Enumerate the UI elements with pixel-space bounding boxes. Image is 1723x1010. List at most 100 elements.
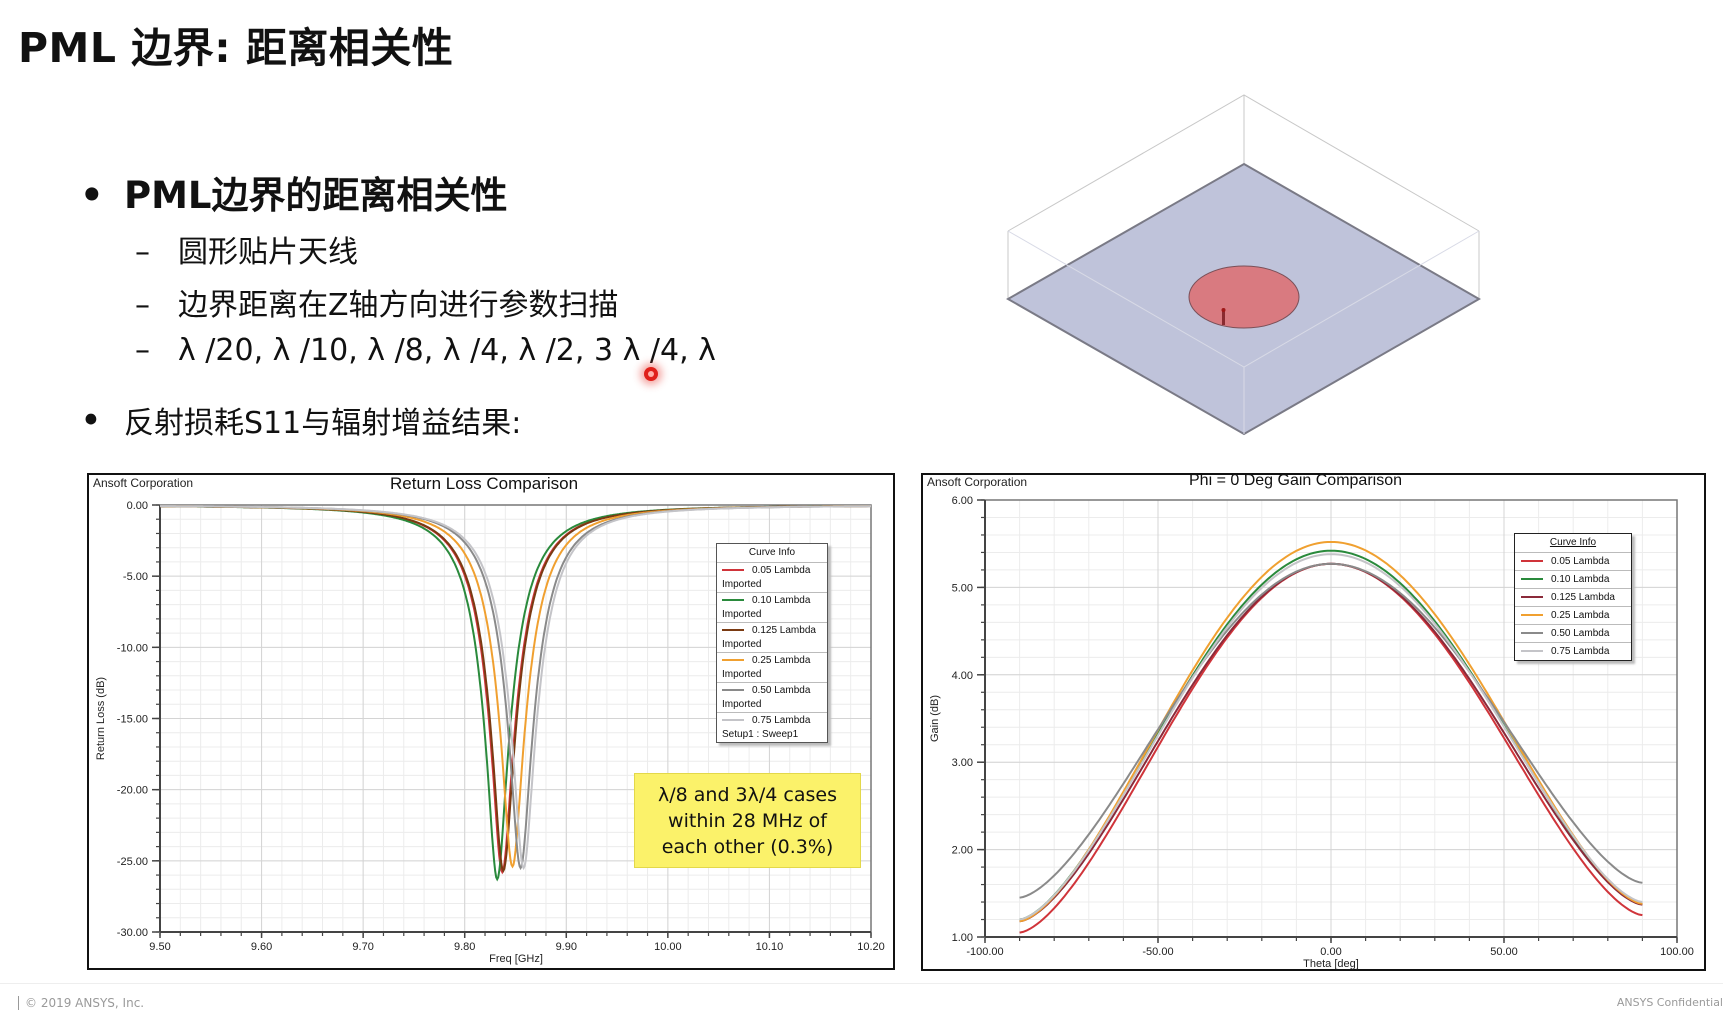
- legend-sublabel: Setup1 : Sweep1: [722, 729, 799, 740]
- legend-label: 0.25 Lambda: [752, 655, 811, 666]
- chart-title: Return Loss Comparison: [390, 474, 579, 493]
- svg-text:6.00: 6.00: [952, 495, 973, 507]
- svg-text:4.00: 4.00: [952, 670, 973, 682]
- legend-label: 0.75 Lambda: [752, 715, 811, 726]
- legend-label: 0.75 Lambda: [1551, 646, 1610, 657]
- svg-text:-10.00: -10.00: [117, 642, 148, 654]
- legend-swatch: [1521, 596, 1543, 599]
- legend-item: 0.125 Lambda: [1515, 588, 1631, 606]
- legend-swatch: [1521, 632, 1543, 635]
- legend-label: 0.05 Lambda: [1551, 556, 1610, 567]
- bullet-results: • 反射损耗S11与辐射增益结果:: [80, 398, 521, 442]
- svg-text:9.80: 9.80: [454, 941, 475, 953]
- legend-sublabel: Imported: [722, 699, 762, 710]
- svg-text:Theta [deg]: Theta [deg]: [1303, 958, 1359, 970]
- footer-copyright: © 2019 ANSYS, Inc.: [18, 996, 144, 1010]
- legend-label: 0.125 Lambda: [1551, 592, 1615, 603]
- legend-label: 0.10 Lambda: [1551, 574, 1610, 585]
- svg-text:9.50: 9.50: [149, 941, 170, 953]
- sub-bullet-text: λ /20, λ /10, λ /8, λ /4, λ /2, 3 λ /4, …: [178, 333, 716, 368]
- svg-text:0.00: 0.00: [127, 500, 148, 512]
- sub-bullet-text: 圆形贴片天线: [178, 235, 358, 270]
- legend-label: 0.50 Lambda: [752, 685, 811, 696]
- legend-title: Curve Info: [748, 547, 796, 558]
- legend-label: 0.125 Lambda: [752, 625, 816, 636]
- bullet-text: PML边界的距离相关性: [124, 174, 508, 217]
- svg-text:10.10: 10.10: [756, 941, 784, 953]
- gain-legend: Curve Info 0.05 Lambda 0.10 Lambda 0.125 L…: [1514, 533, 1632, 661]
- svg-text:-50.00: -50.00: [1142, 946, 1173, 958]
- legend-sublabel: Imported: [722, 669, 762, 680]
- svg-text:Freq [GHz]: Freq [GHz]: [489, 953, 543, 965]
- legend-item: 0.05 Lambda: [1515, 552, 1631, 570]
- legend-swatch: [1521, 614, 1543, 617]
- legend-swatch: [722, 659, 744, 662]
- vendor-label: Ansoft Corporation: [93, 476, 194, 490]
- annotation-line: λ/8 and 3λ/4 cases: [658, 784, 837, 806]
- svg-text:-25.00: -25.00: [117, 856, 148, 868]
- patch-antenna-3d-model: [1005, 94, 1482, 436]
- legend-label: 0.50 Lambda: [1551, 628, 1610, 639]
- legend-swatch: [722, 629, 744, 632]
- legend-swatch: [722, 719, 744, 722]
- svg-text:0.00: 0.00: [1320, 946, 1341, 958]
- annotation-callout: λ/8 and 3λ/4 cases within 28 MHz of each…: [634, 773, 861, 868]
- svg-text:1.00: 1.00: [952, 932, 973, 944]
- sub-bullet-patch: – 圆形贴片天线: [135, 227, 358, 271]
- legend-item: 0.75 Lambda Setup1 : Sweep1: [717, 712, 827, 742]
- svg-text:10.00: 10.00: [654, 941, 682, 953]
- slide-title: PML 边界: 距离相关性: [18, 24, 454, 72]
- legend-swatch: [722, 689, 744, 692]
- legend-sublabel: Imported: [722, 609, 762, 620]
- legend-item: 0.10 Lambda: [1515, 570, 1631, 588]
- dash-glyph: –: [135, 333, 150, 368]
- svg-text:Return Loss (dB): Return Loss (dB): [95, 677, 107, 760]
- legend-swatch: [722, 569, 744, 572]
- legend-item: 0.10 Lambda Imported: [717, 592, 827, 622]
- svg-text:9.70: 9.70: [352, 941, 373, 953]
- svg-text:50.00: 50.00: [1490, 946, 1518, 958]
- annotation-line: within 28 MHz of: [668, 810, 827, 832]
- bullet-glyph: •: [80, 399, 102, 442]
- bullet-text: 反射损耗S11与辐射增益结果:: [124, 406, 522, 441]
- legend-item: 0.125 Lambda Imported: [717, 622, 827, 652]
- sub-bullet-text: 边界距离在Z轴方向进行参数扫描: [178, 288, 619, 323]
- legend-swatch: [722, 599, 744, 602]
- return-loss-legend: Curve Info 0.05 Lambda Imported 0.10 Lambd…: [716, 543, 828, 743]
- svg-text:9.90: 9.90: [556, 941, 577, 953]
- circular-patch: [1188, 265, 1300, 329]
- chart-title: Phi = 0 Deg Gain Comparison: [1189, 472, 1402, 489]
- legend-swatch: [1521, 578, 1543, 581]
- svg-text:Gain (dB): Gain (dB): [929, 695, 941, 742]
- footer-divider: [0, 983, 1723, 984]
- svg-text:-5.00: -5.00: [123, 571, 148, 583]
- legend-sublabel: Imported: [722, 639, 762, 650]
- legend-swatch: [1521, 650, 1543, 653]
- pointer-cursor-icon: [644, 367, 658, 381]
- legend-item: 0.05 Lambda Imported: [717, 562, 827, 592]
- sub-bullet-lambda-values: – λ /20, λ /10, λ /8, λ /4, λ /2, 3 λ /4,…: [135, 333, 716, 368]
- svg-text:2.00: 2.00: [952, 845, 973, 857]
- legend-item: 0.50 Lambda: [1515, 624, 1631, 642]
- legend-item: 0.50 Lambda Imported: [717, 682, 827, 712]
- feed-pin: [1222, 310, 1225, 325]
- legend-title: Curve Info: [1549, 537, 1597, 548]
- legend-item: 0.75 Lambda: [1515, 642, 1631, 660]
- legend-sublabel: Imported: [722, 579, 762, 590]
- vendor-label: Ansoft Corporation: [927, 475, 1028, 489]
- bullet-glyph: •: [80, 174, 104, 217]
- bullet-pml-distance: • PML边界的距离相关性: [80, 165, 508, 219]
- legend-label: 0.10 Lambda: [752, 595, 811, 606]
- legend-item: 0.25 Lambda: [1515, 606, 1631, 624]
- svg-text:10.20: 10.20: [857, 941, 885, 953]
- dash-glyph: –: [135, 235, 150, 270]
- svg-text:100.00: 100.00: [1660, 946, 1694, 958]
- svg-text:9.60: 9.60: [251, 941, 272, 953]
- svg-text:3.00: 3.00: [952, 757, 973, 769]
- legend-label: 0.05 Lambda: [752, 565, 811, 576]
- svg-text:-15.00: -15.00: [117, 714, 148, 726]
- legend-label: 0.25 Lambda: [1551, 610, 1610, 621]
- svg-text:-100.00: -100.00: [966, 946, 1003, 958]
- footer-confidential: ANSYS Confidential: [1616, 996, 1723, 1009]
